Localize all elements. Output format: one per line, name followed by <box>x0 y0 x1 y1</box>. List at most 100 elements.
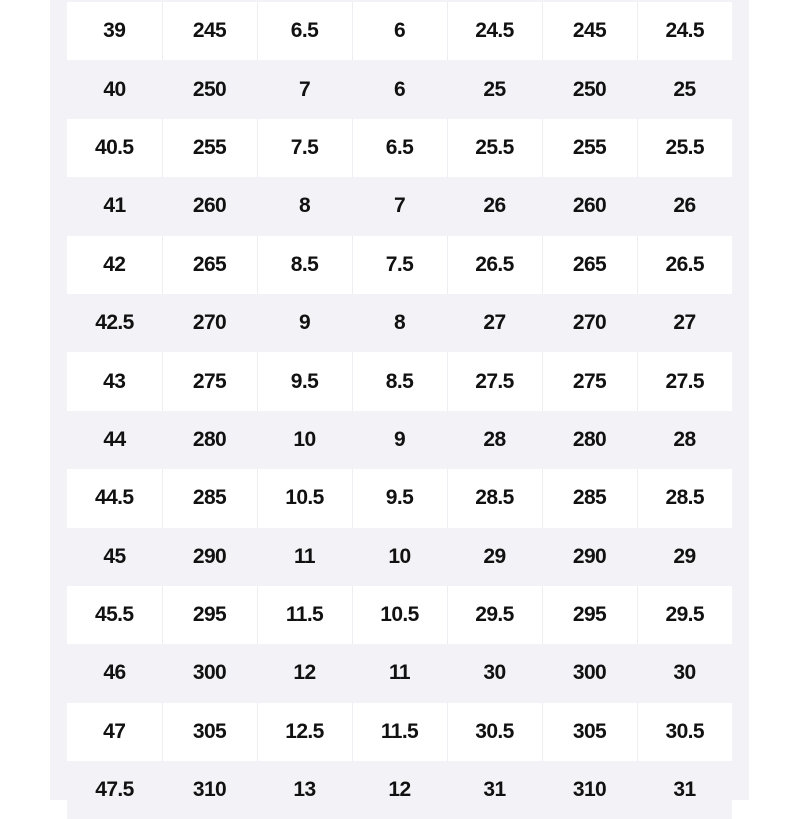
table-cell: 12 <box>257 644 352 703</box>
table-cell: 25.5 <box>636 118 732 178</box>
table-cell: 310 <box>162 761 257 819</box>
table-cell: 270 <box>162 293 257 353</box>
table-cell: 25 <box>447 60 542 119</box>
table-cell: 250 <box>162 60 257 119</box>
table-cell: 29.5 <box>636 585 732 645</box>
table-row: 40.5 255 7.5 6.5 25.5 255 25.5 <box>67 118 732 178</box>
table-cell: 30 <box>447 644 542 703</box>
table-cell: 11.5 <box>256 585 352 645</box>
table-cell: 9 <box>257 293 352 353</box>
table-cell: 265 <box>161 235 257 294</box>
table-cell: 300 <box>542 644 637 703</box>
table-cell: 10.5 <box>256 469 352 528</box>
table-cell: 8 <box>257 177 352 236</box>
table-cell: 12 <box>352 761 447 819</box>
table-cell: 39 <box>67 2 162 61</box>
table-cell: 30.5 <box>636 702 732 762</box>
table-cell: 6 <box>351 2 447 61</box>
table-cell: 26 <box>447 177 542 236</box>
table-cell: 290 <box>162 527 257 586</box>
table-cell: 13 <box>257 761 352 819</box>
table-cell: 25.5 <box>446 118 542 178</box>
table-cell: 25 <box>637 60 732 119</box>
table-cell: 7.5 <box>351 235 447 294</box>
table-cell: 28 <box>637 410 732 470</box>
table-cell: 280 <box>542 410 637 470</box>
table-cell: 29.5 <box>446 585 542 645</box>
table-cell: 11.5 <box>351 702 447 762</box>
table-cell: 260 <box>162 177 257 236</box>
table-row: 45 290 11 10 29 290 29 <box>67 527 732 586</box>
table-cell: 255 <box>161 118 257 178</box>
table-cell: 27 <box>447 293 542 353</box>
table-cell: 8 <box>352 293 447 353</box>
table-cell: 305 <box>161 702 257 762</box>
table-cell: 290 <box>542 527 637 586</box>
table-row: 47.5 310 13 12 31 310 31 <box>67 761 732 819</box>
table-cell: 9 <box>352 410 447 470</box>
table-cell: 45.5 <box>67 585 162 645</box>
table-cell: 44.5 <box>67 469 162 528</box>
table-cell: 26.5 <box>446 235 542 294</box>
table-cell: 285 <box>161 469 257 528</box>
table-cell: 6.5 <box>351 118 447 178</box>
table-cell: 27.5 <box>636 352 732 411</box>
table-cell: 7 <box>257 60 352 119</box>
table-cell: 9.5 <box>351 469 447 528</box>
table-cell: 260 <box>542 177 637 236</box>
table-row: 44.5 285 10.5 9.5 28.5 285 28.5 <box>67 469 732 528</box>
table-cell: 27 <box>637 293 732 353</box>
table-cell: 26 <box>637 177 732 236</box>
table-cell: 28.5 <box>636 469 732 528</box>
table-row: 43 275 9.5 8.5 27.5 275 27.5 <box>67 352 732 411</box>
table-cell: 295 <box>541 585 637 645</box>
table-cell: 11 <box>257 527 352 586</box>
table-cell: 300 <box>162 644 257 703</box>
table-cell: 26.5 <box>636 235 732 294</box>
table-cell: 295 <box>161 585 257 645</box>
table-cell: 285 <box>541 469 637 528</box>
table-row: 40 250 7 6 25 250 25 <box>67 60 732 119</box>
table-cell: 245 <box>541 2 637 61</box>
size-chart-table: 39 245 6.5 6 24.5 245 24.5 40 250 7 6 25 250 25 40.5 25… <box>67 2 732 819</box>
table-cell: 30.5 <box>446 702 542 762</box>
table-cell: 8.5 <box>256 235 352 294</box>
table-cell: 30 <box>637 644 732 703</box>
table-cell: 42.5 <box>67 293 162 353</box>
table-cell: 6 <box>352 60 447 119</box>
table-cell: 7.5 <box>256 118 352 178</box>
table-cell: 46 <box>67 644 162 703</box>
table-row: 46 300 12 11 30 300 30 <box>67 644 732 703</box>
table-row: 42.5 270 9 8 27 270 27 <box>67 293 732 353</box>
table-cell: 28 <box>447 410 542 470</box>
table-row: 39 245 6.5 6 24.5 245 24.5 <box>67 2 732 61</box>
table-cell: 255 <box>541 118 637 178</box>
table-cell: 275 <box>541 352 637 411</box>
table-cell: 280 <box>162 410 257 470</box>
table-cell: 12.5 <box>256 702 352 762</box>
table-cell: 27.5 <box>446 352 542 411</box>
table-cell: 10 <box>257 410 352 470</box>
table-cell: 24.5 <box>446 2 542 61</box>
table-cell: 270 <box>542 293 637 353</box>
table-cell: 10 <box>352 527 447 586</box>
table-cell: 31 <box>447 761 542 819</box>
table-cell: 305 <box>541 702 637 762</box>
table-row: 47 305 12.5 11.5 30.5 305 30.5 <box>67 702 732 762</box>
table-cell: 41 <box>67 177 162 236</box>
table-cell: 310 <box>542 761 637 819</box>
table-cell: 7 <box>352 177 447 236</box>
table-cell: 29 <box>447 527 542 586</box>
table-cell: 47.5 <box>67 761 162 819</box>
table-cell: 45 <box>67 527 162 586</box>
table-cell: 40 <box>67 60 162 119</box>
table-cell: 40.5 <box>67 118 162 178</box>
table-cell: 47 <box>67 702 162 762</box>
table-row: 45.5 295 11.5 10.5 29.5 295 29.5 <box>67 585 732 645</box>
table-cell: 9.5 <box>256 352 352 411</box>
table-cell: 44 <box>67 410 162 470</box>
table-cell: 275 <box>161 352 257 411</box>
table-cell: 42 <box>67 235 162 294</box>
table-cell: 265 <box>541 235 637 294</box>
table-cell: 29 <box>637 527 732 586</box>
